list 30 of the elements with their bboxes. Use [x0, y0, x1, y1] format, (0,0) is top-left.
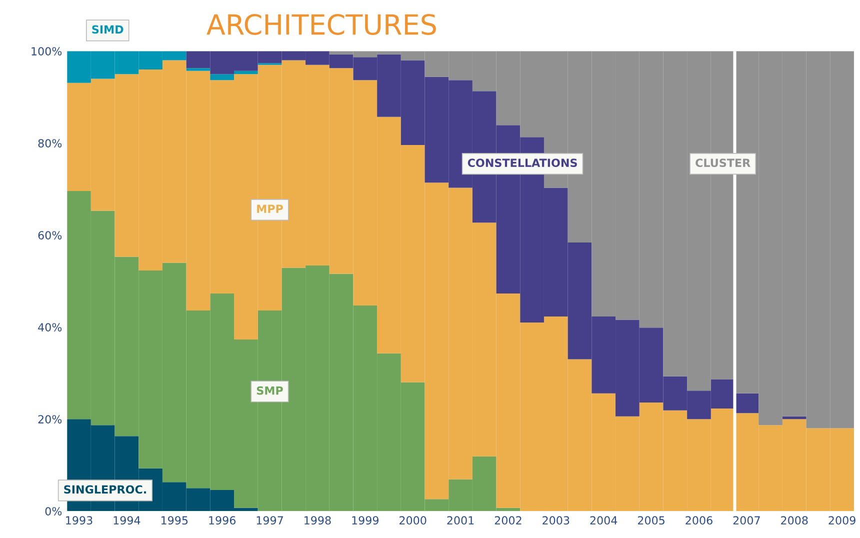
- x-tick-label: 1998: [304, 516, 331, 525]
- series-label: SINGLEPROC.: [64, 485, 146, 494]
- series-label: MPP: [257, 204, 283, 213]
- series-label: SMP: [256, 386, 283, 395]
- x-tick-label: 1993: [66, 516, 92, 525]
- x-tick-label: 2002: [494, 516, 522, 525]
- y-tick-label: 100%: [32, 47, 62, 56]
- x-tick-label: 2001: [447, 516, 474, 525]
- x-tick-label: 2009: [828, 516, 856, 525]
- x-tick-label: 2004: [590, 516, 618, 525]
- series-label: CLUSTER: [696, 158, 750, 168]
- x-tick-label: 1997: [256, 516, 283, 525]
- x-tick-label: 1996: [209, 516, 236, 525]
- x-tick-label: 2003: [542, 516, 570, 525]
- series-label: SIMD: [92, 25, 124, 34]
- x-tick-label: 2000: [400, 516, 426, 525]
- chart-title: ARCHITECTURES: [206, 14, 436, 35]
- y-tick-label: 80%: [38, 139, 62, 148]
- x-tick-label: 1994: [114, 516, 140, 525]
- y-tick-label: 40%: [38, 323, 62, 332]
- x-tick-label: 2007: [733, 516, 760, 525]
- x-tick-label: 2008: [781, 516, 808, 525]
- x-tick-label: 2005: [638, 516, 664, 525]
- series-label: CONSTELLATIONS: [468, 158, 577, 168]
- y-tick-label: 20%: [38, 415, 62, 424]
- y-tick-label: 0%: [45, 507, 62, 516]
- x-tick-label: 1999: [352, 516, 379, 525]
- x-tick-label: 1995: [161, 516, 188, 525]
- y-tick-label: 60%: [38, 231, 62, 240]
- x-tick-label: 2006: [686, 516, 712, 525]
